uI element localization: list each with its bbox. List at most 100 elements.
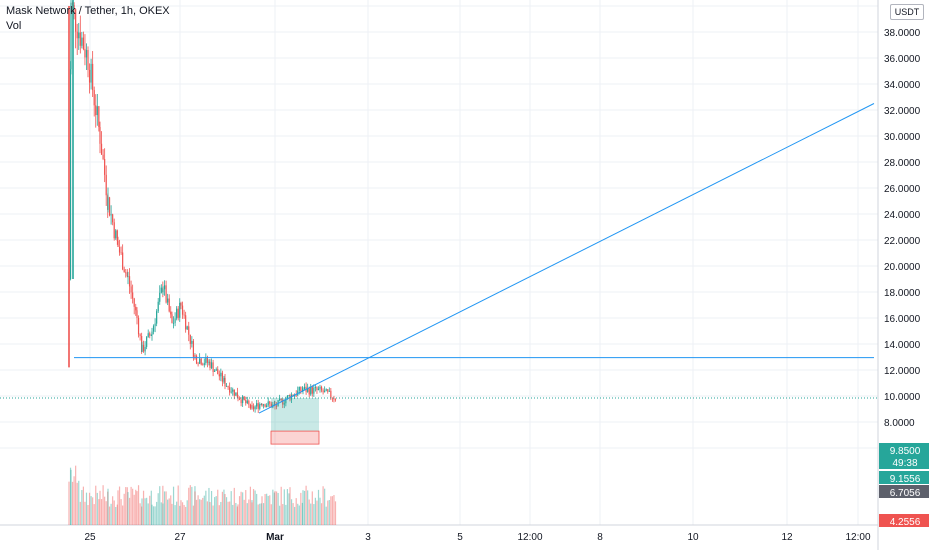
- currency-label[interactable]: USDT: [890, 4, 924, 20]
- candle-body: [238, 398, 241, 400]
- volume-bar: [202, 497, 204, 525]
- volume-bar: [328, 500, 330, 525]
- candle-body: [319, 386, 321, 389]
- volume-bar: [125, 487, 127, 525]
- volume-bar: [209, 502, 211, 525]
- volume-bar: [123, 493, 125, 525]
- volume-bar: [159, 486, 161, 525]
- x-tick-label: 3: [365, 532, 371, 543]
- volume-label: Vol: [6, 20, 22, 32]
- volume-bar: [266, 493, 268, 525]
- candle-body: [116, 230, 118, 241]
- volume-bar: [240, 491, 242, 525]
- candle-body: [123, 269, 125, 273]
- volume-bar: [203, 495, 205, 525]
- volume-bar: [221, 491, 223, 525]
- volume-bar: [160, 502, 162, 525]
- candle-body: [285, 399, 287, 404]
- candle-body: [214, 370, 216, 372]
- candle-body: [135, 306, 137, 311]
- candle-body: [144, 346, 146, 352]
- volume-bar: [118, 486, 121, 525]
- volume-bar: [248, 499, 250, 525]
- candle-body: [132, 292, 134, 299]
- volume-bar: [286, 489, 288, 525]
- candle-body: [286, 395, 288, 400]
- volume-bar: [289, 487, 291, 525]
- candle-body: [245, 399, 247, 404]
- volume-bar: [192, 505, 194, 525]
- candle-body: [311, 386, 313, 394]
- volume-bar: [183, 504, 185, 525]
- volume-bar: [232, 504, 234, 525]
- volume-bar: [238, 496, 241, 525]
- candle-body: [70, 2, 72, 70]
- volume-bar: [136, 491, 138, 525]
- candle-body: [165, 285, 167, 303]
- candle-body: [122, 252, 124, 270]
- volume-bar: [113, 500, 115, 525]
- volume-bar: [115, 506, 117, 525]
- trend-line[interactable]: [258, 103, 875, 414]
- candle-body: [223, 377, 225, 382]
- volume-bar: [251, 500, 253, 525]
- volume-bar: [237, 504, 239, 525]
- volume-bar: [127, 492, 129, 525]
- candle-body: [100, 143, 103, 155]
- x-tick-label: 27: [174, 532, 186, 543]
- volume-bar: [322, 486, 324, 525]
- volume-bar: [327, 500, 329, 525]
- candle-body: [259, 404, 261, 409]
- volume-bar: [68, 481, 70, 525]
- volume-bar: [147, 503, 149, 525]
- candle-body: [314, 387, 316, 388]
- volume-bar: [236, 506, 238, 525]
- candle-body: [99, 127, 101, 144]
- volume-bar: [170, 495, 172, 525]
- volume-bar: [76, 482, 78, 525]
- volume-bar: [275, 491, 278, 525]
- candle-body: [313, 387, 315, 394]
- candle-body: [93, 90, 95, 106]
- candle-body: [126, 272, 128, 277]
- current-price-badge-bg: [879, 443, 929, 469]
- volume-bar: [325, 506, 327, 525]
- candle-body: [270, 403, 272, 408]
- candle-body: [183, 314, 185, 316]
- candle-body: [128, 276, 131, 287]
- volume-bar: [141, 506, 143, 525]
- candle-body: [230, 391, 232, 393]
- candle-body: [236, 392, 238, 398]
- y-tick-label: 26.0000: [884, 184, 921, 195]
- candle-body: [171, 314, 173, 323]
- volume-bar: [254, 490, 256, 525]
- volume-bar: [133, 494, 135, 525]
- volume-bar: [270, 504, 272, 525]
- volume-bar: [210, 490, 213, 525]
- volume-bar: [165, 491, 167, 525]
- candle-body: [75, 9, 77, 32]
- volume-bar: [314, 497, 316, 525]
- volume-bar: [217, 489, 219, 525]
- candle-body: [310, 386, 312, 395]
- volume-bar: [334, 501, 337, 525]
- volume-bar: [307, 490, 309, 525]
- volume-bar: [174, 505, 176, 525]
- candle-body: [260, 404, 262, 405]
- candle-body: [149, 333, 151, 336]
- volume-bar: [191, 486, 193, 525]
- level-b-badge-bg: [879, 485, 929, 498]
- candle-body: [180, 302, 182, 306]
- candle-body: [235, 392, 237, 396]
- candle-body: [125, 272, 127, 274]
- candle-body: [264, 404, 266, 408]
- candle-body: [242, 396, 244, 404]
- candle-body: [84, 48, 86, 58]
- volume-bar: [179, 505, 181, 525]
- volume-bar: [260, 503, 262, 525]
- volume-bar: [229, 501, 231, 525]
- candle-body: [267, 401, 269, 406]
- candle-body: [76, 31, 78, 39]
- volume-bar: [261, 496, 263, 525]
